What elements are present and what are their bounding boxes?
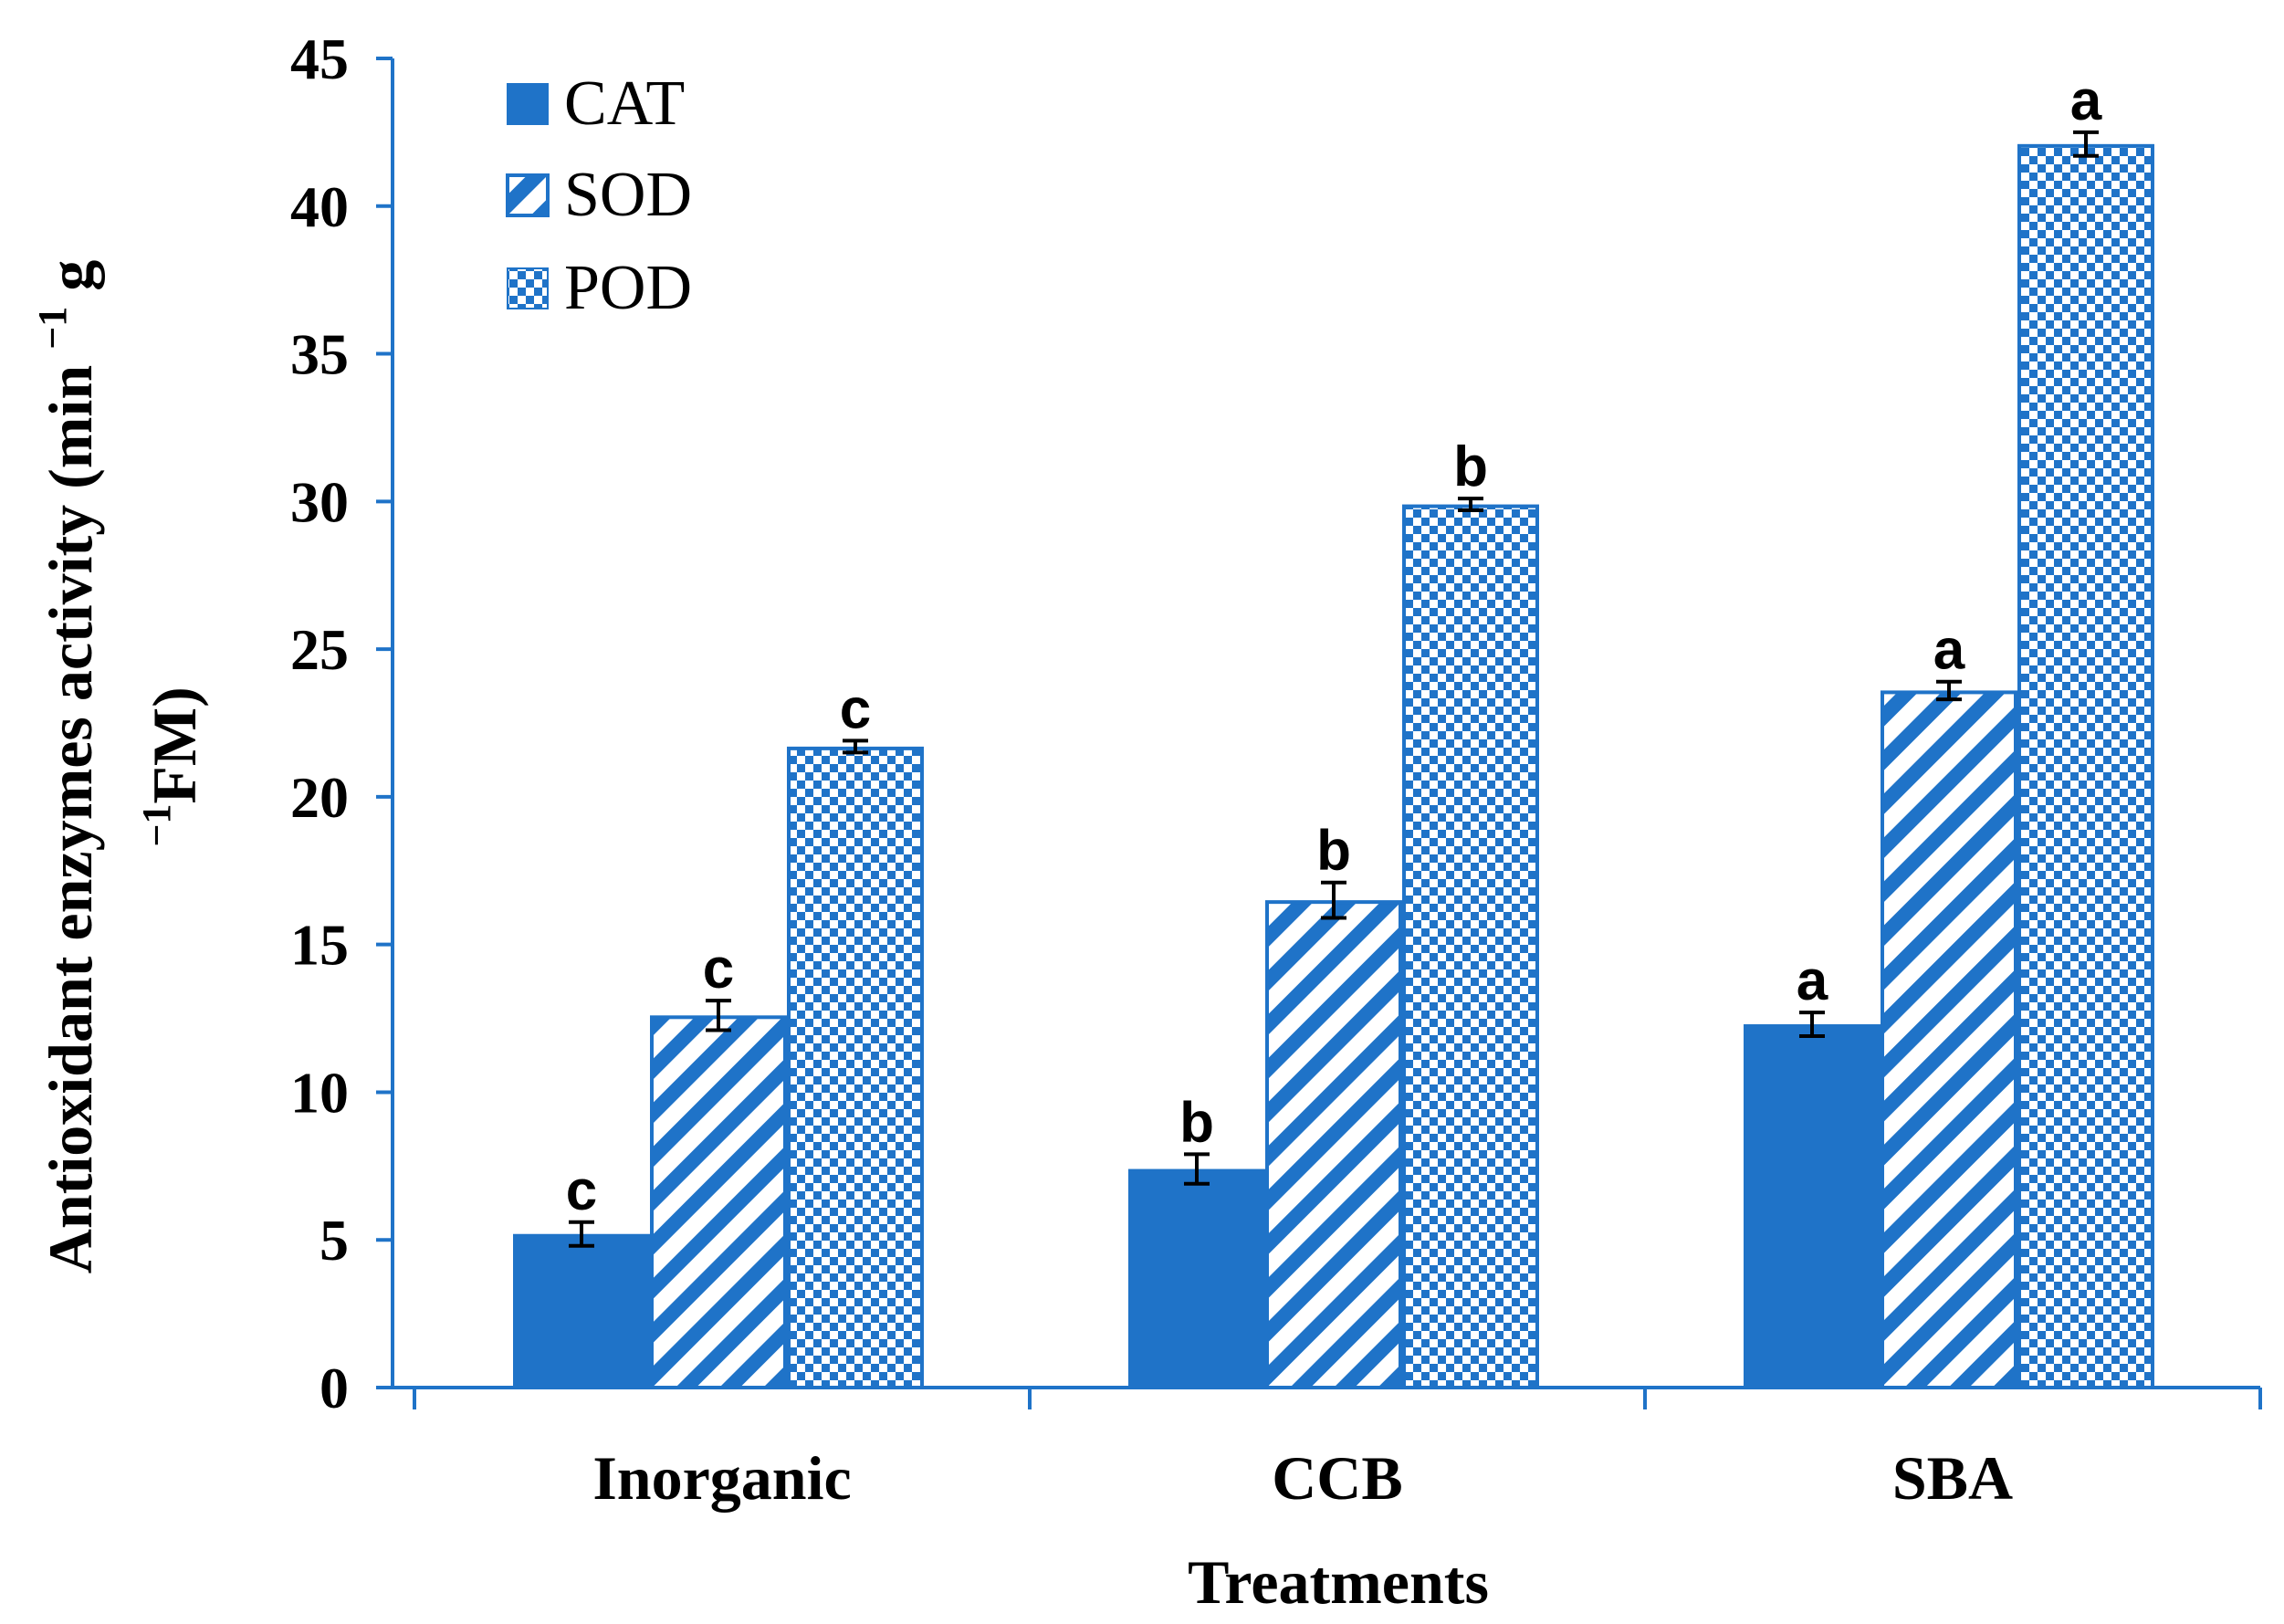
bar-sod-sba [1881,690,2017,1389]
bar-sod-inorganic [650,1015,787,1389]
category-labels: Inorganic CCB SBA [592,1443,2013,1513]
y-tick-label: 25 [290,617,349,682]
y-tick-label: 45 [290,26,349,91]
significance-letter: c [840,677,871,740]
x-axis-title: Treatments [1188,1547,1489,1617]
bar-cat-inorganic [513,1233,650,1388]
y-tick-label: 5 [320,1208,349,1273]
legend-swatch-cat [507,83,549,125]
legend-label-cat: CAT [564,68,685,139]
significance-letter: b [1453,435,1488,498]
error-bar [1458,497,1483,513]
legend: CAT SOD POD [506,68,692,323]
significance-letter: a [1933,619,1965,682]
significance-letter: b [1179,1091,1214,1154]
bar-cat-ccb [1128,1168,1265,1388]
legend-swatch-sod [506,173,550,217]
y-tick-label: 40 [290,174,349,239]
y-tick-label: 0 [320,1356,349,1420]
x-category-label: CCB [1272,1443,1403,1513]
x-category-label: SBA [1892,1443,2013,1513]
legend-label-sod: SOD [564,160,692,230]
y-tick-label: 10 [290,1060,349,1125]
x-category-label: Inorganic [592,1443,851,1513]
legend-label-pod: POD [564,253,692,323]
error-bar [1321,880,1346,920]
bar-pod-sba [2017,143,2154,1390]
error-bar [1184,1152,1210,1186]
significance-letter: a [1797,949,1828,1012]
error-bar [1936,679,1962,702]
y-axis-title-line2: −1FM) [134,686,209,846]
error-bar [569,1220,594,1248]
significance-letters: c c c b b b a a a [566,69,2102,1222]
y-axis-ticks: 0 5 10 15 20 25 30 35 40 45 [290,26,393,1420]
error-bar [1799,1011,1825,1038]
error-bar [706,999,731,1032]
error-bar [843,739,868,755]
bar-pod-ccb [1402,504,1539,1389]
bar-cat-sba [1744,1024,1881,1388]
significance-letter: c [566,1159,597,1222]
y-tick-label: 30 [290,469,349,534]
bar-pod-inorganic [787,746,924,1389]
significance-letter: c [703,938,734,1001]
y-tick-label: 20 [290,765,349,830]
significance-letter: b [1316,820,1351,883]
y-tick-label: 15 [290,913,349,978]
bars-layer [513,143,2154,1390]
x-axis-ticks [413,1388,2262,1409]
y-tick-label: 35 [290,322,349,387]
error-bar [2073,130,2099,158]
legend-swatch-pod [507,267,549,309]
error-bars [569,130,2099,1248]
bar-sod-ccb [1265,900,1402,1389]
significance-letter: a [2070,69,2102,132]
y-axis-title-line1: Antioxidant enzymes activity (min −1 g [30,260,105,1273]
